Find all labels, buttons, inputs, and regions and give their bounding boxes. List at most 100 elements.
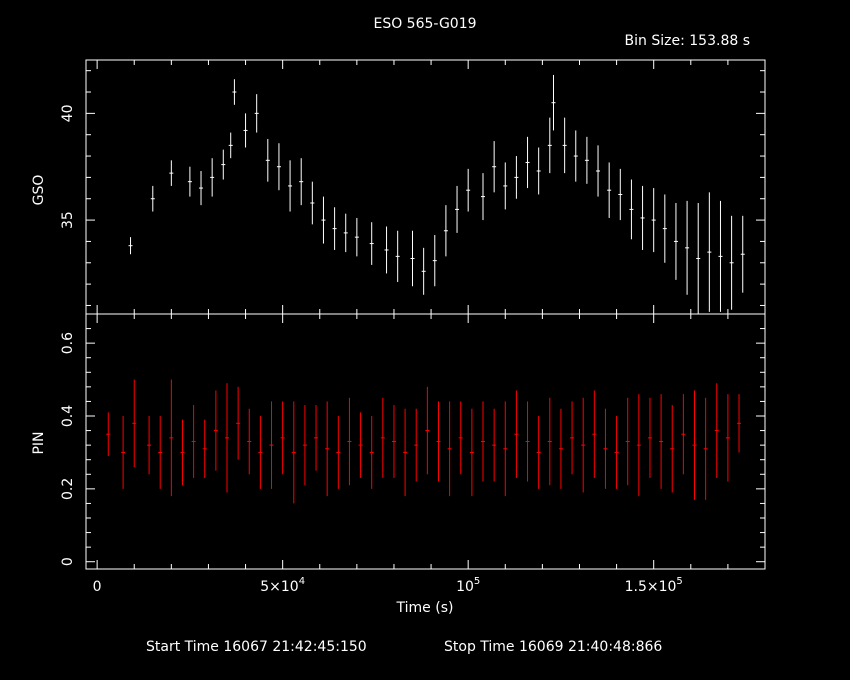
gso-data-point <box>299 158 304 206</box>
pin-y-tick-label: 0.2 <box>60 478 76 500</box>
gso-data-point <box>618 168 623 221</box>
gso-data-point <box>243 113 248 148</box>
pin-data-point <box>380 397 385 478</box>
pin-data-point <box>169 379 174 497</box>
pin-data-point <box>302 405 307 486</box>
gso-data-point <box>150 185 155 212</box>
gso-data-point <box>210 158 215 197</box>
pin-data-point <box>558 408 563 489</box>
pin-data-point <box>347 397 352 486</box>
pin-data-point <box>492 408 497 482</box>
gso-data-point <box>640 185 645 250</box>
gso-data-point <box>573 130 578 182</box>
pin-panel: 0 0.2 0.4 0.6 0 5×104 105 1.5×105 PIN Time (s) <box>31 313 766 616</box>
gso-panel: 35 40 GSO <box>31 59 766 315</box>
gso-data-point <box>354 217 359 257</box>
gso-data-point <box>673 203 678 280</box>
pin-data-point <box>714 383 719 478</box>
pin-data-point <box>681 394 686 475</box>
pin-series <box>106 379 742 504</box>
x-tick-label: 1.5×105 <box>625 576 683 595</box>
gso-data-point <box>321 196 326 244</box>
gso-data-point <box>596 145 601 197</box>
pin-data-point <box>291 401 296 504</box>
pin-data-point <box>603 408 608 489</box>
gso-data-point <box>718 200 723 312</box>
pin-y-tick-label: 0 <box>60 557 76 566</box>
gso-data-point <box>536 147 541 195</box>
gso-data-point <box>685 200 690 295</box>
stop-time-label: Stop Time 16069 21:40:48:866 <box>444 639 662 655</box>
pin-data-point <box>447 401 452 497</box>
gso-data-point <box>232 79 237 105</box>
gso-data-point <box>466 168 471 212</box>
pin-data-point <box>236 386 241 460</box>
gso-x-ticks <box>96 60 766 314</box>
pin-data-point <box>514 390 519 478</box>
chart-title: ESO 565-G019 <box>373 16 476 32</box>
pin-data-point <box>369 416 374 489</box>
gso-data-point <box>492 141 497 193</box>
gso-data-point <box>421 247 426 295</box>
pin-data-point <box>147 416 152 475</box>
pin-data-point <box>132 379 137 467</box>
pin-data-point <box>158 416 163 489</box>
pin-data-point <box>581 397 586 493</box>
pin-data-point <box>403 408 408 497</box>
gso-data-point <box>199 170 204 206</box>
pin-data-point <box>525 401 530 482</box>
gso-data-point <box>562 117 567 174</box>
gso-data-point <box>276 143 281 191</box>
gso-data-point <box>662 194 667 263</box>
gso-data-point <box>696 203 701 314</box>
gso-data-point <box>740 215 745 293</box>
pin-data-point <box>280 401 285 475</box>
pin-data-point <box>458 401 463 475</box>
start-time-label: Start Time 16067 21:42:45:150 <box>146 639 367 655</box>
gso-panel-frame <box>85 59 766 315</box>
pin-data-point <box>503 401 508 497</box>
gso-data-point <box>525 136 530 189</box>
gso-data-point <box>629 179 634 240</box>
pin-data-point <box>121 416 126 489</box>
pin-data-point <box>414 408 419 482</box>
pin-data-point <box>436 401 441 482</box>
gso-data-point <box>443 205 448 257</box>
gso-data-point <box>729 215 734 310</box>
gso-data-point <box>221 149 226 180</box>
gso-data-point <box>310 181 315 225</box>
pin-data-point <box>469 408 474 497</box>
pin-data-point <box>224 383 229 493</box>
gso-data-point <box>410 230 415 287</box>
gso-data-point <box>455 185 460 233</box>
gso-data-point <box>265 138 270 182</box>
gso-data-point <box>651 188 656 253</box>
bin-size-label: Bin Size: 153.88 s <box>625 33 750 49</box>
pin-y-tick-label: 0.6 <box>60 332 76 354</box>
pin-data-point <box>547 397 552 486</box>
pin-data-point <box>314 405 319 471</box>
pin-data-point <box>202 419 207 478</box>
gso-y-axis-label: GSO <box>31 175 47 206</box>
pin-data-point <box>737 394 742 453</box>
gso-data-point <box>607 162 612 218</box>
pin-data-point <box>247 408 252 475</box>
gso-data-point <box>503 162 508 210</box>
gso-data-point <box>481 173 486 221</box>
gso-data-point <box>228 132 233 159</box>
pin-data-point <box>213 390 218 471</box>
pin-data-point <box>481 401 486 482</box>
pin-data-point <box>647 397 652 478</box>
pin-data-point <box>325 401 330 497</box>
gso-data-point <box>343 213 348 253</box>
pin-data-point <box>692 390 697 500</box>
pin-panel-frame <box>85 313 766 570</box>
gso-series <box>128 74 745 314</box>
x-axis-label: Time (s) <box>396 600 454 616</box>
gso-data-point <box>432 235 437 287</box>
pin-y-axis-label: PIN <box>31 431 47 454</box>
pin-data-point <box>180 419 185 486</box>
pin-data-point <box>625 397 630 486</box>
gso-data-point <box>369 222 374 265</box>
gso-y-tick-label: 40 <box>60 104 76 122</box>
